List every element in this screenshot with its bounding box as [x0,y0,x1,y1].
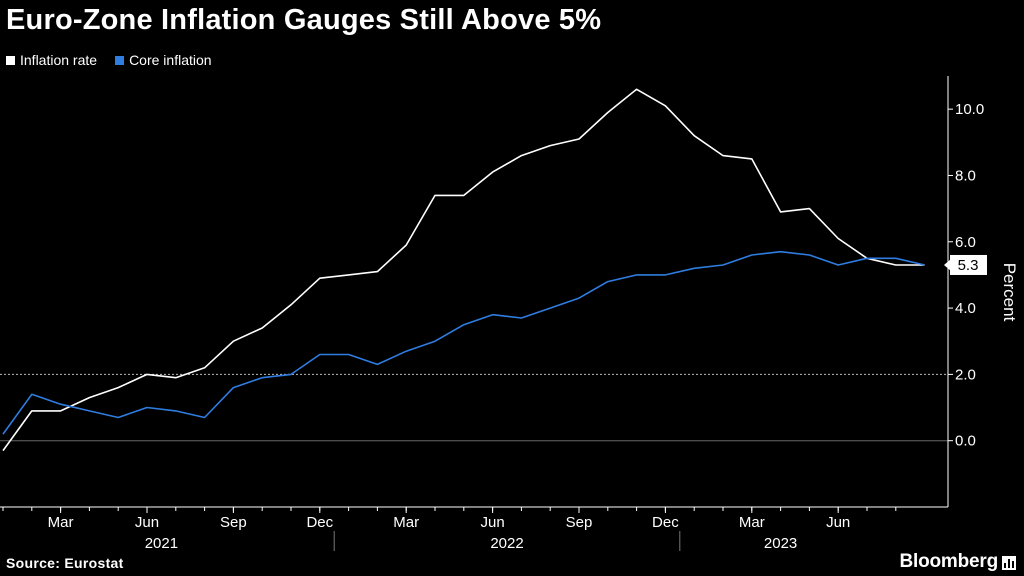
x-tick-label: Jun [826,514,850,531]
axis-layer: 0.0 2.0 4.0 6.0 8.0 10.0 Mar Jun Sep Dec Mar Jun Sep… [0,76,1019,552]
y-tick-label: 2.0 [955,366,976,383]
x-tick-label: Dec [306,514,333,531]
legend-item-inflation: Inflation rate [6,52,97,68]
last-value-callout-label: 5.3 [958,257,979,274]
y-tick-label: 4.0 [955,300,976,317]
legend-swatch-inflation [6,55,15,65]
x-tick-label: Jun [135,514,159,531]
y-tick-label: 8.0 [955,167,976,184]
last-value-callout-pointer [944,258,951,271]
y-tick-label: 6.0 [955,234,976,251]
x-tick-label: Jun [481,514,505,531]
year-label: 2022 [490,535,523,552]
chart-title: Euro-Zone Inflation Gauges Still Above 5… [6,4,602,36]
legend-label-inflation: Inflation rate [20,52,98,68]
x-tick-label: Sep [220,514,247,531]
legend-label-core: Core inflation [129,52,212,68]
y-tick-label: 0.0 [955,433,976,450]
bloomberg-chart-icon [1002,556,1016,570]
x-tick-label: Mar [393,514,419,531]
y-axis-label: Percent [1000,263,1019,322]
x-tick-label: Dec [652,514,679,531]
y-tick-label: 10.0 [955,101,984,118]
brand-logo-text: Bloomberg [899,551,999,572]
series-line-core-inflation [2,250,925,435]
legend-swatch-core [115,55,125,65]
x-tick-label: Mar [48,514,74,531]
grid-layer [0,373,948,442]
legend-item-core: Core inflation [115,52,212,68]
year-label: 2021 [145,535,178,552]
series-layer [2,88,925,452]
source-note: Source: Eurostat [6,555,124,571]
last-value-callout-box [950,254,987,275]
x-tick-label: Sep [566,514,593,531]
year-label: 2023 [764,535,797,552]
x-tick-label: Mar [739,514,765,531]
legend: Inflation rate Core inflation [6,52,212,68]
series-line-inflation-rate [2,88,925,452]
